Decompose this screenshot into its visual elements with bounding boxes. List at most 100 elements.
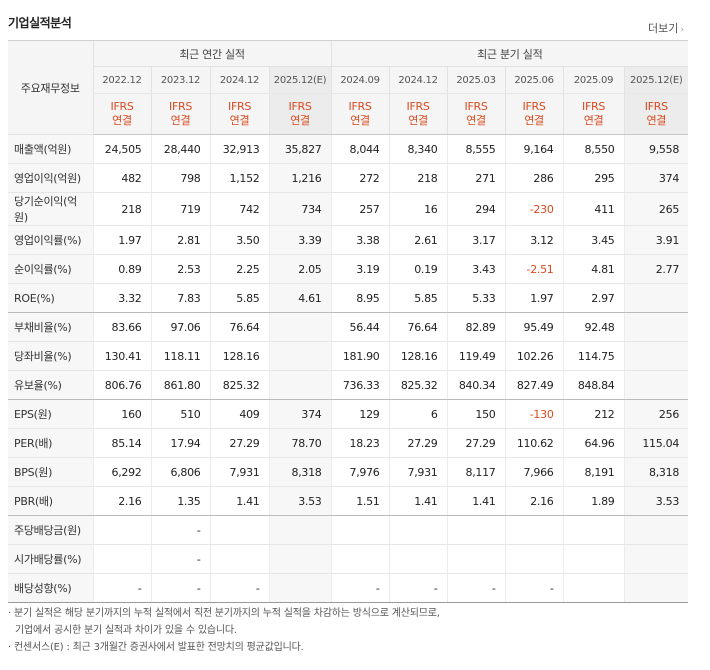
accounting-standard: IFRS 연결 xyxy=(268,93,332,135)
table-cell xyxy=(562,515,625,545)
financial-table: 주요재무정보 최근 연간 실적 최근 분기 실적 2022.12 2023.12 2024… xyxy=(8,40,689,603)
table-cell: 1,216 xyxy=(268,163,332,193)
table-cell xyxy=(92,515,151,545)
table-cell: 3.38 xyxy=(330,225,390,255)
table-cell: 409 xyxy=(209,399,269,429)
table-cell: 3.17 xyxy=(446,225,506,255)
table-cell: 76.64 xyxy=(388,312,448,342)
table-cell: 3.32 xyxy=(92,283,151,313)
more-label[interactable]: 더보기 xyxy=(648,22,679,35)
table-cell: 8,550 xyxy=(562,134,625,164)
consolidated-label: 연결 xyxy=(466,114,486,127)
table-cell: 256 xyxy=(623,399,689,429)
table-cell: 64.96 xyxy=(562,428,625,458)
table-cell: 128.16 xyxy=(209,341,269,371)
row-label: 주당배당금(원) xyxy=(8,515,93,545)
table-cell: -230 xyxy=(504,192,564,226)
table-row: 유보율(%) 806.76 861.80 825.32 736.33 825.32 840.… xyxy=(8,370,689,400)
table-cell: 8,044 xyxy=(330,134,390,164)
table-cell: 295 xyxy=(562,163,625,193)
table-cell xyxy=(623,283,689,313)
row-label: PER(배) xyxy=(8,428,93,458)
table-cell: 27.29 xyxy=(446,428,506,458)
table-cell: 719 xyxy=(150,192,210,226)
table-cell: 3.39 xyxy=(268,225,332,255)
table-cell: 7.83 xyxy=(150,283,210,313)
consolidated-label: 연결 xyxy=(112,114,132,127)
table-cell: 742 xyxy=(209,192,269,226)
accounting-standard: IFRS 연결 xyxy=(209,93,269,135)
table-cell: 8,318 xyxy=(268,457,332,487)
table-cell: - xyxy=(150,573,210,603)
row-label: 시가배당률(%) xyxy=(8,544,93,574)
table-cell: 8,117 xyxy=(446,457,506,487)
table-cell: 736.33 xyxy=(330,370,390,400)
table-cell: 78.70 xyxy=(268,428,332,458)
table-cell: 840.34 xyxy=(446,370,506,400)
table-cell: 83.66 xyxy=(92,312,151,342)
table-cell: 118.11 xyxy=(150,341,210,371)
table-cell: 160 xyxy=(92,399,151,429)
table-cell: 1.41 xyxy=(446,486,506,516)
table-cell: 16 xyxy=(388,192,448,226)
table-cell xyxy=(268,341,332,371)
table-cell: 827.49 xyxy=(504,370,564,400)
table-cell: 28,440 xyxy=(150,134,210,164)
consolidated-label: 연결 xyxy=(350,114,370,127)
table-cell: 271 xyxy=(446,163,506,193)
consolidated-label: 연결 xyxy=(524,114,544,127)
table-row: 시가배당률(%) - xyxy=(8,544,689,574)
row-label: 당좌비율(%) xyxy=(8,341,93,371)
table-cell xyxy=(92,544,151,574)
consolidated-label: 연결 xyxy=(229,114,250,127)
ifrs-label: IFRS xyxy=(522,100,546,113)
ifrs-label: IFRS xyxy=(644,100,668,113)
table-cell: 2.77 xyxy=(623,254,689,284)
table-cell: 3.53 xyxy=(268,486,332,516)
period-header: 2023.12 xyxy=(150,66,210,94)
table-cell: 4.61 xyxy=(268,283,332,313)
table-cell: 7,966 xyxy=(504,457,564,487)
table-cell: -130 xyxy=(504,399,564,429)
row-label: BPS(원) xyxy=(8,457,93,487)
table-row: 주당배당금(원) - xyxy=(8,515,689,545)
consolidated-label: 연결 xyxy=(408,114,428,127)
period-header: 2025.03 xyxy=(446,66,506,94)
table-row: 배당성향(%) - - - - - - - xyxy=(8,573,689,603)
table-cell: 0.89 xyxy=(92,254,151,284)
row-label: 부채비율(%) xyxy=(8,312,93,342)
table-row: BPS(원) 6,292 6,806 7,931 8,318 7,976 7,931 8,11… xyxy=(8,457,689,487)
table-cell: 5.33 xyxy=(446,283,506,313)
row-label: 당기순이익(억원) xyxy=(8,192,93,226)
table-cell: 82.89 xyxy=(446,312,506,342)
table-cell xyxy=(268,370,332,400)
table-cell: 806.76 xyxy=(92,370,151,400)
ifrs-label: IFRS xyxy=(348,100,372,113)
ifrs-label: IFRS xyxy=(464,100,488,113)
table-cell: 3.12 xyxy=(504,225,564,255)
section-title: 기업실적분석 xyxy=(8,16,72,30)
period-header: 2024.12 xyxy=(209,66,269,94)
table-row: 부채비율(%) 83.66 97.06 76.64 56.44 76.64 82.89 95.… xyxy=(8,312,689,342)
table-row: 당기순이익(억원) 218 719 742 734 257 16 294 -230 411 265 xyxy=(8,192,689,226)
table-row: 당좌비율(%) 130.41 118.11 128.16 181.90 128.16 119… xyxy=(8,341,689,371)
period-header: 2025.12(E) xyxy=(268,66,332,94)
table-cell xyxy=(623,515,689,545)
table-cell: 3.45 xyxy=(562,225,625,255)
table-cell: 3.53 xyxy=(623,486,689,516)
table-row: PBR(배) 2.16 1.35 1.41 3.53 1.51 1.41 1.41 2.16 1.… xyxy=(8,486,689,516)
table-cell: 17.94 xyxy=(150,428,210,458)
table-cell: 8,555 xyxy=(446,134,506,164)
footnote-consensus: · 컨센서스(E) : 최근 3개월간 증권사에서 발표한 전망치의 평균값입니… xyxy=(8,642,304,653)
table-cell xyxy=(388,515,448,545)
table-cell: 95.49 xyxy=(504,312,564,342)
accounting-standard: IFRS 연결 xyxy=(388,93,448,135)
table-cell: 2.97 xyxy=(562,283,625,313)
period-header: 2024.12 xyxy=(388,66,448,94)
table-row: ROE(%) 3.32 7.83 5.85 4.61 8.95 5.85 5.33 1.97 2.… xyxy=(8,283,689,313)
more-link[interactable]: 더보기 › xyxy=(648,20,684,36)
table-cell: 2.25 xyxy=(209,254,269,284)
table-cell: 6,292 xyxy=(92,457,151,487)
table-cell: 1.41 xyxy=(388,486,448,516)
